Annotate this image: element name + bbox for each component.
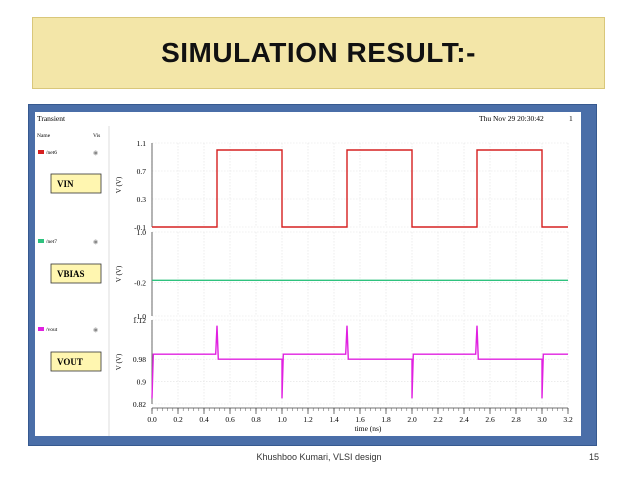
plot-area: 1.1 0.7 0.3 -0.1 V (V) 1.0 -0.2 -1.0 V (V) 1.12 0.…	[115, 139, 569, 409]
visibility-eye-icon: ◉	[93, 240, 98, 246]
grid-vin	[151, 142, 569, 228]
x-tick-label: 2.6	[485, 415, 495, 424]
signal-name: /net7	[46, 239, 57, 245]
x-tick-label: 0.6	[225, 415, 235, 424]
x-tick-label: 0.8	[251, 415, 261, 424]
y-tick-label: 0.82	[133, 400, 146, 409]
y-tick-label: -0.1	[134, 223, 146, 232]
x-axis: 0.0 0.2 0.4 0.6 0.8 1.0 1.2 1.4 1.6 1.8 2.0 2.2 2.4 2…	[147, 407, 573, 433]
y-tick-label: 1.1	[137, 139, 147, 148]
signal-label-box	[50, 263, 102, 284]
y-tick-label: 0.9	[137, 378, 147, 387]
y-axis-label: V (V)	[115, 353, 123, 370]
signal-swatch	[38, 150, 44, 154]
signal-label: VOUT	[57, 357, 83, 367]
y-axis-label: V (V)	[115, 176, 123, 193]
series-vout	[151, 325, 568, 399]
x-tick-label: 3.2	[563, 415, 573, 424]
x-tick-label: 0.0	[147, 415, 157, 424]
x-tick-label: 1.2	[303, 415, 313, 424]
grid-vbias	[151, 231, 569, 317]
window-corner-value: 1	[569, 114, 573, 123]
x-axis-label: time (ns)	[355, 424, 382, 433]
y-axis-label: V (V)	[115, 265, 123, 282]
signal-label: VBIAS	[57, 269, 85, 279]
y-tick-label: 1.0	[137, 228, 147, 237]
y-tick-label: 0.7	[137, 167, 147, 176]
visibility-eye-icon: ◉	[93, 328, 98, 334]
x-tick-label: 3.0	[537, 415, 547, 424]
signal-list: /net6 ◉ VIN/net7 ◉ VBIAS/vout ◉ VOUT	[38, 150, 102, 372]
x-tick-label: 1.8	[381, 415, 391, 424]
signal-name: /vout	[46, 327, 58, 333]
signal-label: VIN	[57, 179, 74, 189]
x-tick-label: 1.4	[329, 415, 339, 424]
x-tick-label: 0.2	[173, 415, 183, 424]
y-tick-label: 0.3	[137, 195, 147, 204]
grid-vout	[151, 319, 569, 405]
list-header-name: Name	[37, 133, 51, 139]
x-tick-label: 1.0	[277, 415, 287, 424]
y-tick-label: -1.0	[134, 312, 146, 321]
x-tick-label: 0.4	[199, 415, 209, 424]
x-tick-label: 2.8	[511, 415, 521, 424]
page-number: 15	[589, 452, 600, 462]
window-title: Transient	[37, 114, 66, 123]
series-vin	[152, 149, 568, 228]
footer-author: Khushboo Kumari, VLSI design	[256, 452, 382, 462]
signal-swatch	[38, 239, 44, 243]
y-tick-label: 0.98	[133, 355, 146, 364]
y-tick-label: -0.2	[134, 278, 146, 287]
slide-title: SIMULATION RESULT:-	[161, 37, 476, 68]
x-tick-label: 2.2	[433, 415, 443, 424]
y-tick-label: 1.12	[133, 316, 146, 325]
window-timestamp: Thu Nov 29 20:30:42	[479, 114, 544, 123]
signal-swatch	[38, 327, 44, 331]
waveform-viewer: Transient Thu Nov 29 20:30:42 1 Name Vis…	[35, 112, 581, 436]
signal-label-box	[50, 173, 102, 194]
waveform-chart: Transient Thu Nov 29 20:30:42 1 Name Vis…	[35, 112, 573, 436]
x-tick-label: 2.0	[407, 415, 417, 424]
signal-name: /net6	[46, 150, 57, 156]
signal-label-box	[50, 351, 102, 372]
visibility-eye-icon: ◉	[93, 151, 98, 157]
slide-title-box: SIMULATION RESULT:-	[32, 17, 605, 89]
x-tick-label: 1.6	[355, 415, 365, 424]
list-header-vis: Vis	[93, 133, 100, 139]
x-tick-label: 2.4	[459, 415, 469, 424]
